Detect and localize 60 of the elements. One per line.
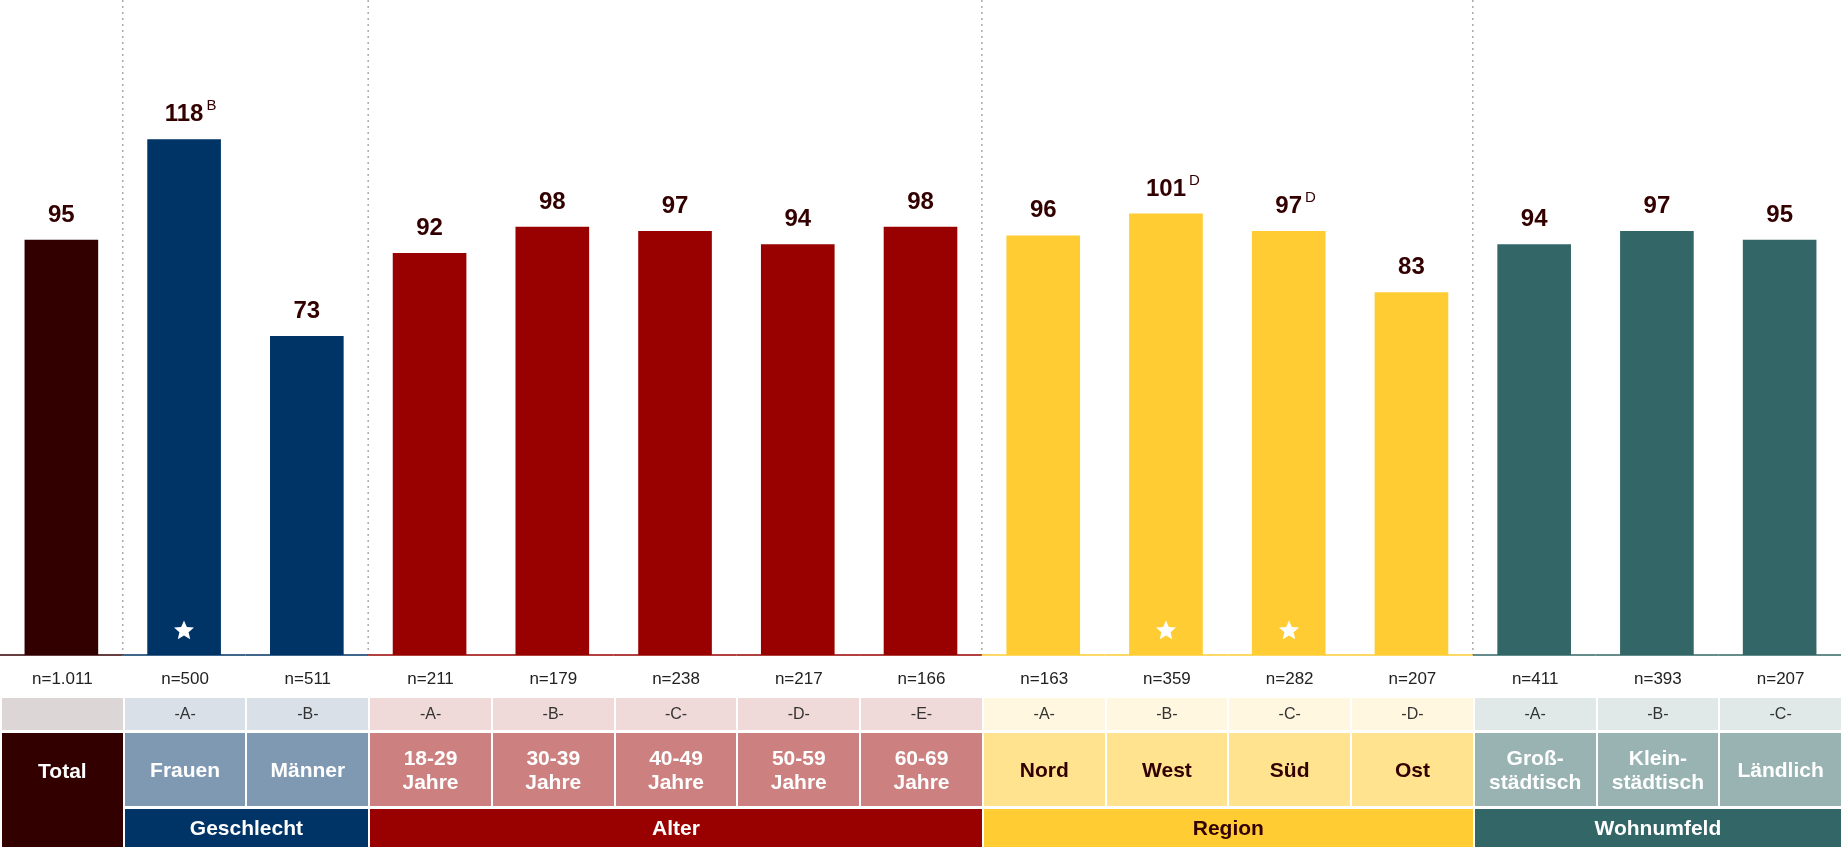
text: -B-: [1156, 705, 1178, 723]
x-tick-label: Total: [38, 759, 87, 783]
text: n=163: [1020, 668, 1069, 689]
x-tick-label: 40-49 Jahre: [647, 745, 706, 794]
x-tick-label: Groß-städtisch: [1488, 745, 1583, 794]
text: n=282: [1265, 668, 1314, 689]
x-tick-label: 50-59 Jahre: [769, 745, 828, 794]
data-label: 95: [1766, 199, 1793, 227]
x-tick-label: West: [1142, 757, 1192, 782]
text: n=217: [774, 668, 823, 689]
text: n=500: [161, 668, 209, 689]
text: Geschlecht: [189, 816, 304, 840]
data-label: 97: [661, 191, 689, 219]
text: n=411: [1511, 668, 1559, 689]
text: Alter: [652, 816, 700, 840]
data-label: 97: [1643, 191, 1671, 219]
text: n=166: [897, 668, 946, 689]
x-tick-label: Süd: [1269, 757, 1310, 782]
text: -A-: [1524, 705, 1546, 723]
text: -C-: [1769, 705, 1792, 723]
text: n=1.011: [32, 668, 93, 689]
text: n=359: [1143, 668, 1191, 689]
text: -B-: [542, 705, 564, 723]
x-tick-label: 60-69 Jahre: [892, 745, 951, 794]
text: Wohnumfeld: [1594, 816, 1722, 840]
text: -C-: [664, 705, 688, 723]
data-label: 98: [538, 186, 566, 214]
x-tick-label: 30-39 Jahre: [524, 745, 583, 794]
text: -B-: [297, 705, 319, 723]
text: n=207: [1388, 668, 1437, 689]
text: -A-: [174, 705, 196, 723]
x-tick-label: Nord: [1019, 757, 1069, 782]
data-label: 98: [907, 186, 934, 214]
text: -D-: [1401, 705, 1424, 723]
data-label: 92: [416, 212, 443, 240]
text: n=238: [652, 668, 700, 689]
text: n=207: [1756, 668, 1805, 689]
data-label: 83: [1398, 252, 1425, 280]
text: n=511: [284, 668, 332, 689]
x-tick-label: Männer: [270, 757, 346, 782]
data-label: 94: [1520, 204, 1549, 232]
data-label: 94: [784, 204, 812, 232]
text: -E-: [910, 705, 933, 723]
text: Region: [1192, 816, 1264, 840]
text: -B-: [1647, 705, 1669, 723]
x-tick-label: Ost: [1394, 757, 1430, 782]
x-tick-label: Klein-städtisch: [1610, 745, 1705, 794]
text: n=393: [1634, 668, 1682, 689]
text: -C-: [1278, 705, 1301, 723]
x-tick-label: 18-29 Jahre: [401, 745, 460, 794]
text: n=179: [529, 668, 578, 689]
text: -D-: [787, 705, 810, 723]
x-tick-label: Ländlich: [1737, 757, 1824, 782]
text: -A-: [1033, 705, 1055, 723]
data-label: 73: [293, 295, 321, 323]
data-label: 95: [48, 199, 75, 227]
text: n=211: [407, 668, 454, 689]
text: -A-: [419, 705, 442, 723]
data-label: 96: [1029, 195, 1057, 223]
x-tick-label: Frauen: [150, 757, 221, 782]
